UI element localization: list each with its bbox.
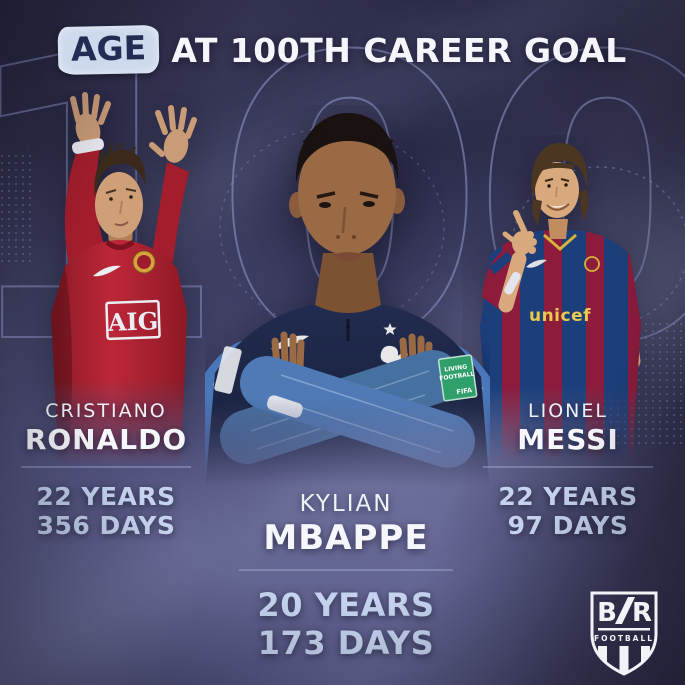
wristband bbox=[71, 138, 105, 154]
messi-caption: LIONEL MESSI 22 YEARS 97 DAYS bbox=[468, 400, 668, 541]
player-first-name: KYLIAN bbox=[299, 491, 393, 517]
barcelona-crest-icon bbox=[584, 256, 600, 272]
mbappe-head bbox=[289, 113, 405, 313]
player-first-name: CRISTIANO bbox=[45, 400, 167, 422]
collar bbox=[105, 239, 135, 250]
age-years: 20 YEARS bbox=[257, 585, 435, 624]
age-highlight-chip: AGE bbox=[57, 24, 160, 76]
manutd-crest-icon bbox=[132, 250, 156, 274]
player-last-name: RONALDO bbox=[24, 422, 188, 456]
hair bbox=[295, 113, 399, 183]
hair bbox=[531, 143, 588, 201]
world-cup-star-icon bbox=[383, 323, 397, 335]
player-first-name: LIONEL bbox=[528, 400, 608, 422]
wristband bbox=[504, 271, 521, 295]
logo-divider bbox=[598, 628, 650, 631]
player-last-name: MBAPPE bbox=[263, 517, 429, 558]
hair bbox=[94, 149, 146, 198]
age-days: 173 DAYS bbox=[257, 623, 435, 662]
mbappe-caption: KYLIAN MBAPPE 20 YEARS 173 DAYS bbox=[228, 490, 464, 662]
ronaldo-caption: CRISTIANO RONALDO 22 YEARS 356 DAYS bbox=[8, 400, 204, 541]
messi-head bbox=[531, 143, 589, 239]
logo-letter-r: R bbox=[632, 598, 652, 628]
unicef-sponsor-text: unicef bbox=[529, 306, 591, 326]
age-years: 22 YEARS bbox=[498, 481, 638, 511]
smile bbox=[549, 204, 567, 208]
br-football-logo: B R FOOTBALL bbox=[590, 591, 658, 676]
mbappe-crossed-arms bbox=[220, 350, 475, 468]
nike-swoosh-icon bbox=[526, 259, 547, 268]
player-last-name: MESSI bbox=[517, 422, 619, 456]
logo-letter-b: B bbox=[597, 598, 617, 628]
sleeve-patch-white bbox=[214, 346, 242, 394]
age-chip-label: AGE bbox=[70, 28, 147, 69]
logo-slash-icon bbox=[615, 597, 635, 624]
title: AGE AT 100TH CAREER GOAL bbox=[0, 24, 685, 76]
patch-line1: LIVING bbox=[444, 364, 468, 374]
divider bbox=[483, 465, 653, 468]
ronaldo-photo: AIG bbox=[51, 92, 197, 470]
patch-line3: FIFA bbox=[456, 386, 473, 396]
ronaldo-clapping-hands bbox=[64, 92, 197, 265]
divider bbox=[239, 568, 453, 571]
aig-sponsor-text: AIG bbox=[106, 306, 158, 337]
fifa-living-football-patch: LIVING FOOTBALL FIFA bbox=[437, 354, 478, 402]
aig-sponsor-box: AIG bbox=[105, 299, 161, 341]
age-years: 22 YEARS bbox=[36, 481, 176, 511]
divider bbox=[21, 465, 191, 468]
lips bbox=[333, 252, 363, 261]
mbappe-photo: FFF LIVING FOOTBALL FIFA bbox=[205, 113, 490, 490]
messi-pointing-hand bbox=[482, 210, 537, 313]
logo-subtitle: FOOTBALL bbox=[594, 634, 654, 643]
dashed-ring bbox=[219, 127, 445, 329]
ronaldo-jersey: AIG bbox=[51, 239, 187, 470]
nike-swoosh-icon bbox=[93, 265, 121, 277]
age-days: 356 DAYS bbox=[36, 511, 176, 541]
patch-line2: FOOTBALL bbox=[439, 371, 475, 383]
wrist-tape bbox=[266, 395, 303, 418]
messi-photo: unicef bbox=[480, 143, 641, 465]
age-days: 97 DAYS bbox=[507, 511, 629, 541]
dot-texture bbox=[0, 150, 36, 265]
title-text: AT 100TH CAREER GOAL bbox=[171, 30, 627, 70]
collar bbox=[543, 233, 577, 251]
